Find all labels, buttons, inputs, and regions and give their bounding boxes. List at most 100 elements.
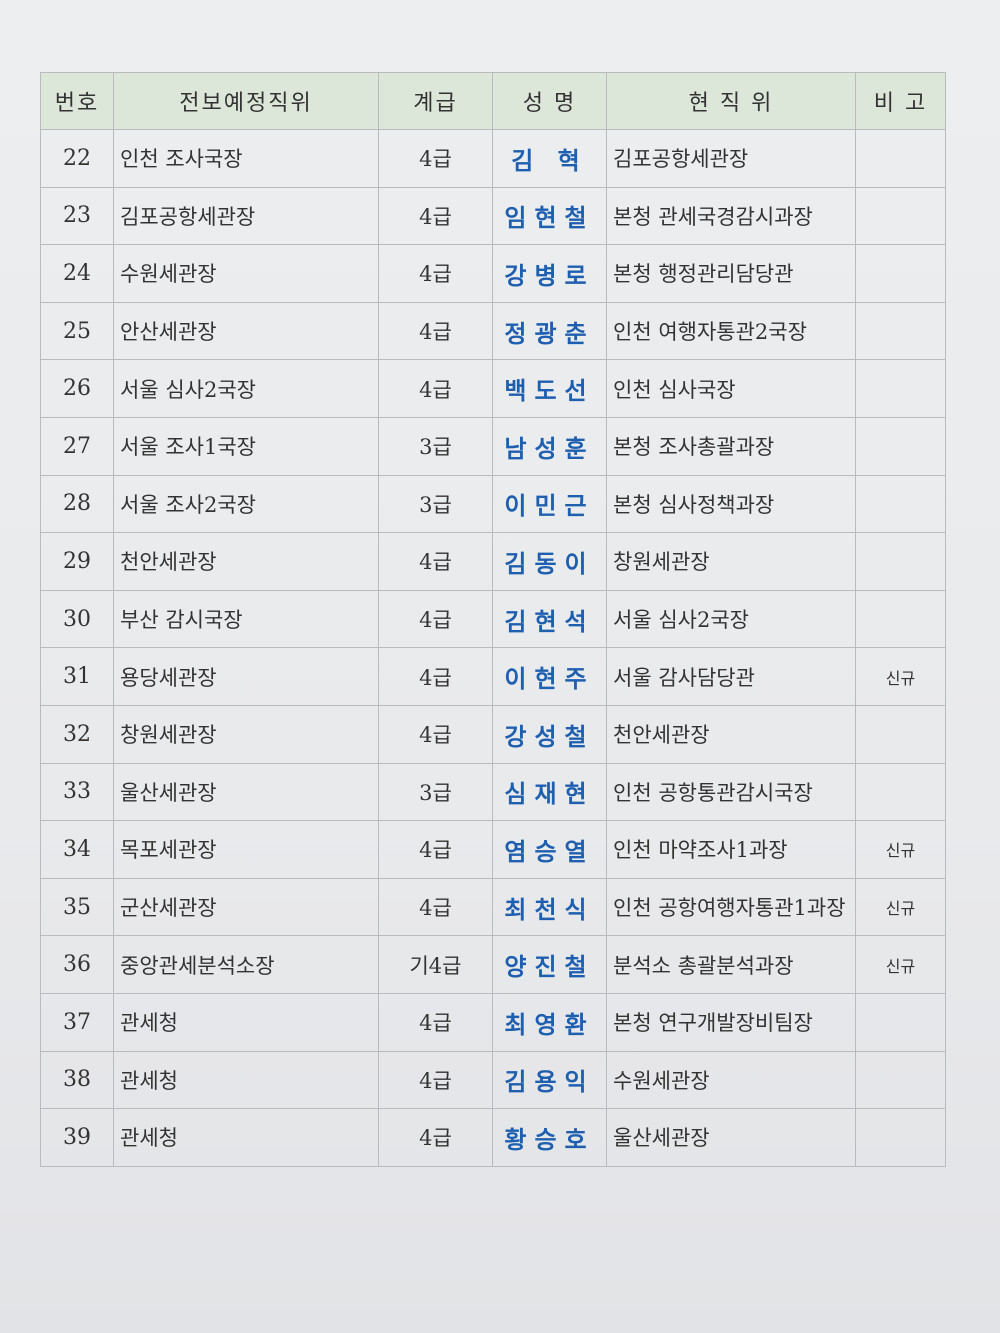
cell-note xyxy=(855,244,946,303)
cell-name: 심재현 xyxy=(492,762,607,822)
cell-new-position: 중앙관세분석소장 xyxy=(113,935,379,994)
personnel-transfer-table: 번호 전보예정직위 계급 성 명 현 직 위 비 고 22 인천 조사국장 4급 김 … xyxy=(40,72,946,1167)
cell-name: 백도선 xyxy=(492,359,607,418)
cell-new-position: 서울 조사1국장 xyxy=(113,416,379,476)
cell-grade: 4급 xyxy=(378,532,493,591)
cell-note xyxy=(855,186,946,246)
cell-note xyxy=(855,704,946,764)
cell-new-position: 서울 조사2국장 xyxy=(113,474,379,534)
cell-note: 신규 xyxy=(855,877,946,937)
table-row: 38 관세청 4급 김용익 수원세관장 xyxy=(40,1050,946,1110)
cell-new-position: 목포세관장 xyxy=(113,820,379,879)
cell-note xyxy=(855,474,946,534)
cell-note xyxy=(855,589,946,649)
cell-new-position: 관세청 xyxy=(113,1108,379,1167)
cell-current-position: 본청 행정관리담당관 xyxy=(606,244,856,303)
table-row: 37 관세청 4급 최영환 본청 연구개발장비팀장 xyxy=(40,992,946,1052)
table-row: 30 부산 감시국장 4급 김현석 서울 심사2국장 xyxy=(40,589,946,649)
cell-grade: 4급 xyxy=(378,301,493,361)
cell-name: 염승열 xyxy=(492,820,607,879)
header-no: 번호 xyxy=(40,72,114,130)
table-row: 31 용당세관장 4급 이현주 서울 감사담당관 신규 xyxy=(40,647,946,706)
cell-current-position: 김포공항세관장 xyxy=(606,129,856,188)
cell-no: 33 xyxy=(40,762,114,822)
cell-note xyxy=(855,359,946,418)
cell-no: 32 xyxy=(40,704,114,764)
cell-note xyxy=(855,1108,946,1167)
cell-no: 29 xyxy=(40,532,114,591)
table-row: 39 관세청 4급 황승호 울산세관장 xyxy=(40,1108,946,1167)
table-row: 27 서울 조사1국장 3급 남성훈 본청 조사총괄과장 xyxy=(40,416,946,476)
cell-grade: 4급 xyxy=(378,359,493,418)
cell-grade: 4급 xyxy=(378,647,493,706)
table-row: 26 서울 심사2국장 4급 백도선 인천 심사국장 xyxy=(40,359,946,418)
table-row: 35 군산세관장 4급 최천식 인천 공항여행자통관1과장 신규 xyxy=(40,877,946,937)
cell-note xyxy=(855,762,946,822)
cell-grade: 4급 xyxy=(378,877,493,937)
table-row: 23 김포공항세관장 4급 임현철 본청 관세국경감시과장 xyxy=(40,186,946,246)
cell-name: 최영환 xyxy=(492,992,607,1052)
cell-note: 신규 xyxy=(855,935,946,994)
cell-current-position: 천안세관장 xyxy=(606,704,856,764)
cell-name: 김동이 xyxy=(492,532,607,591)
cell-current-position: 본청 관세국경감시과장 xyxy=(606,186,856,246)
cell-grade: 4급 xyxy=(378,1050,493,1110)
cell-grade: 4급 xyxy=(378,589,493,649)
cell-no: 34 xyxy=(40,820,114,879)
cell-new-position: 김포공항세관장 xyxy=(113,186,379,246)
cell-name: 양진철 xyxy=(492,935,607,994)
cell-name: 김용익 xyxy=(492,1050,607,1110)
header-new-position: 전보예정직위 xyxy=(113,72,379,130)
cell-no: 25 xyxy=(40,301,114,361)
cell-grade: 4급 xyxy=(378,1108,493,1167)
cell-grade: 4급 xyxy=(378,244,493,303)
cell-current-position: 인천 심사국장 xyxy=(606,359,856,418)
cell-name: 황승호 xyxy=(492,1108,607,1167)
table-row: 36 중앙관세분석소장 기4급 양진철 분석소 총괄분석과장 신규 xyxy=(40,935,946,994)
cell-current-position: 본청 심사정책과장 xyxy=(606,474,856,534)
cell-grade: 3급 xyxy=(378,474,493,534)
cell-grade: 4급 xyxy=(378,129,493,188)
cell-note xyxy=(855,1050,946,1110)
cell-grade: 4급 xyxy=(378,992,493,1052)
cell-new-position: 관세청 xyxy=(113,992,379,1052)
cell-no: 26 xyxy=(40,359,114,418)
cell-current-position: 서울 심사2국장 xyxy=(606,589,856,649)
cell-grade: 3급 xyxy=(378,762,493,822)
cell-note xyxy=(855,129,946,188)
cell-name: 이현주 xyxy=(492,647,607,706)
cell-new-position: 관세청 xyxy=(113,1050,379,1110)
table-row: 22 인천 조사국장 4급 김 혁 김포공항세관장 xyxy=(40,129,946,188)
cell-current-position: 인천 마약조사1과장 xyxy=(606,820,856,879)
cell-name: 강성철 xyxy=(492,704,607,764)
cell-no: 39 xyxy=(40,1108,114,1167)
cell-new-position: 창원세관장 xyxy=(113,704,379,764)
cell-name: 김 혁 xyxy=(492,129,607,188)
cell-current-position: 분석소 총괄분석과장 xyxy=(606,935,856,994)
cell-no: 23 xyxy=(40,186,114,246)
cell-new-position: 인천 조사국장 xyxy=(113,129,379,188)
cell-current-position: 인천 공항통관감시국장 xyxy=(606,762,856,822)
cell-current-position: 창원세관장 xyxy=(606,532,856,591)
cell-name: 임현철 xyxy=(492,186,607,246)
cell-name: 남성훈 xyxy=(492,416,607,476)
cell-grade: 4급 xyxy=(378,704,493,764)
cell-grade: 4급 xyxy=(378,820,493,879)
cell-new-position: 수원세관장 xyxy=(113,244,379,303)
table-row: 34 목포세관장 4급 염승열 인천 마약조사1과장 신규 xyxy=(40,820,946,879)
cell-current-position: 서울 감사담당관 xyxy=(606,647,856,706)
cell-current-position: 수원세관장 xyxy=(606,1050,856,1110)
cell-note: 신규 xyxy=(855,647,946,706)
cell-current-position: 본청 조사총괄과장 xyxy=(606,416,856,476)
cell-grade: 3급 xyxy=(378,416,493,476)
cell-new-position: 부산 감시국장 xyxy=(113,589,379,649)
cell-grade: 4급 xyxy=(378,186,493,246)
cell-new-position: 천안세관장 xyxy=(113,532,379,591)
cell-name: 최천식 xyxy=(492,877,607,937)
cell-note xyxy=(855,532,946,591)
table-row: 32 창원세관장 4급 강성철 천안세관장 xyxy=(40,704,946,764)
table-row: 25 안산세관장 4급 정광춘 인천 여행자통관2국장 xyxy=(40,301,946,361)
cell-current-position: 인천 여행자통관2국장 xyxy=(606,301,856,361)
cell-current-position: 인천 공항여행자통관1과장 xyxy=(606,877,856,937)
cell-no: 30 xyxy=(40,589,114,649)
